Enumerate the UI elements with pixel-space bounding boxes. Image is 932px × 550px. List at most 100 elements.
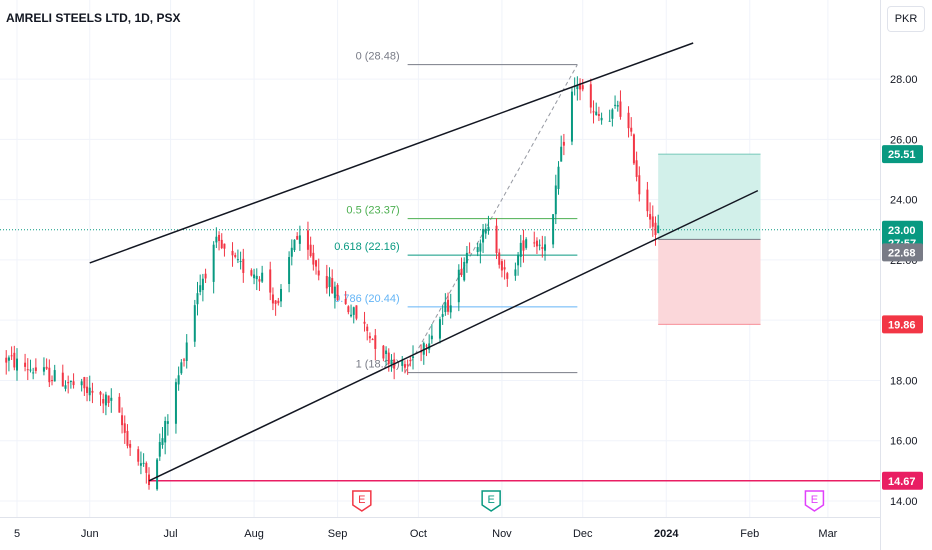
candle-body[interactable] (290, 247, 293, 257)
candle-body[interactable] (67, 382, 70, 384)
candle-body[interactable] (627, 112, 630, 129)
candle-body[interactable] (69, 380, 72, 382)
candle-body[interactable] (463, 261, 466, 281)
candle-body[interactable] (204, 273, 207, 279)
candle-body[interactable] (482, 229, 485, 243)
candle-body[interactable] (139, 463, 142, 466)
candle-body[interactable] (86, 386, 89, 393)
candle-body[interactable] (212, 244, 215, 282)
candle-body[interactable] (274, 300, 277, 304)
candle-body[interactable] (123, 423, 126, 433)
candle-body[interactable] (635, 160, 638, 177)
candle-body[interactable] (352, 307, 355, 315)
candle-body[interactable] (234, 255, 237, 257)
candle-body[interactable] (223, 243, 226, 249)
candle-body[interactable] (541, 247, 544, 249)
candle-body[interactable] (13, 352, 16, 368)
candle-body[interactable] (309, 244, 312, 256)
candle-body[interactable] (104, 394, 107, 406)
candle-body[interactable] (614, 104, 617, 106)
candle-body[interactable] (514, 269, 517, 276)
candle-body[interactable] (255, 275, 258, 280)
candle-body[interactable] (519, 242, 522, 257)
candle-body[interactable] (522, 240, 525, 251)
candle-body[interactable] (34, 367, 37, 371)
candle-body[interactable] (258, 279, 261, 282)
candle-body[interactable] (288, 257, 291, 285)
candle-body[interactable] (646, 189, 649, 212)
candle-body[interactable] (479, 243, 482, 252)
candle-body[interactable] (296, 236, 299, 240)
candle-body[interactable] (382, 345, 385, 359)
candle-body[interactable] (366, 326, 369, 332)
candle-body[interactable] (29, 369, 32, 371)
candle-body[interactable] (218, 234, 221, 241)
candle-body[interactable] (517, 254, 520, 266)
candle-body[interactable] (347, 306, 350, 313)
candle-body[interactable] (403, 364, 406, 368)
candle-body[interactable] (390, 359, 393, 364)
candle-body[interactable] (608, 120, 611, 122)
candle-body[interactable] (355, 305, 358, 319)
candle-body[interactable] (581, 85, 584, 90)
candle-body[interactable] (145, 463, 148, 473)
candle-body[interactable] (280, 288, 283, 302)
candle-body[interactable] (500, 261, 503, 271)
candle-body[interactable] (465, 252, 468, 264)
candle-body[interactable] (156, 459, 159, 490)
candle-body[interactable] (45, 366, 48, 369)
candle-body[interactable] (595, 111, 598, 115)
candle-body[interactable] (158, 442, 161, 457)
candle-body[interactable] (142, 462, 145, 464)
channel-lower-line[interactable] (148, 189, 759, 482)
candle-body[interactable] (560, 146, 563, 162)
candle-body[interactable] (129, 443, 132, 448)
candle-body[interactable] (449, 305, 452, 313)
candle-body[interactable] (387, 352, 390, 364)
candle-body[interactable] (651, 216, 654, 227)
candle-body[interactable] (495, 225, 498, 254)
candle-body[interactable] (174, 382, 177, 424)
candle-body[interactable] (102, 399, 105, 404)
candle-body[interactable] (261, 272, 264, 282)
candle-body[interactable] (441, 314, 444, 317)
candle-body[interactable] (269, 269, 272, 293)
candle-body[interactable] (250, 270, 253, 276)
candle-body[interactable] (363, 321, 366, 324)
candle-body[interactable] (48, 367, 51, 383)
candle-body[interactable] (126, 430, 129, 446)
candle-body[interactable] (185, 342, 188, 361)
candle-body[interactable] (525, 239, 528, 248)
candle-body[interactable] (611, 109, 614, 119)
candle-body[interactable] (506, 273, 509, 279)
candle-body[interactable] (193, 305, 196, 342)
candle-body[interactable] (570, 91, 573, 142)
long-position-tool[interactable] (658, 153, 761, 325)
candle-body[interactable] (638, 175, 641, 195)
candle-body[interactable] (110, 397, 113, 401)
candle-body[interactable] (592, 111, 595, 113)
candle-body[interactable] (535, 240, 538, 247)
candle-body[interactable] (368, 336, 371, 339)
candle-body[interactable] (220, 239, 223, 249)
candle-body[interactable] (7, 357, 10, 361)
candle-body[interactable] (277, 300, 280, 304)
candle-body[interactable] (51, 380, 54, 382)
candle-body[interactable] (317, 270, 320, 276)
earnings-marker-1[interactable] (352, 490, 372, 512)
position-loss-zone[interactable] (658, 239, 761, 325)
candle-body[interactable] (484, 228, 487, 234)
candle-body[interactable] (438, 319, 441, 339)
candle-body[interactable] (137, 449, 140, 462)
candle-body[interactable] (61, 372, 64, 387)
candle-body[interactable] (16, 358, 18, 371)
candle-body[interactable] (166, 421, 169, 424)
candle-body[interactable] (336, 285, 339, 301)
candle-body[interactable] (460, 268, 463, 276)
candle-body[interactable] (344, 299, 347, 304)
candle-body[interactable] (80, 381, 83, 386)
candle-body[interactable] (619, 101, 622, 117)
candle-body[interactable] (161, 438, 164, 446)
candle-body[interactable] (630, 127, 633, 132)
